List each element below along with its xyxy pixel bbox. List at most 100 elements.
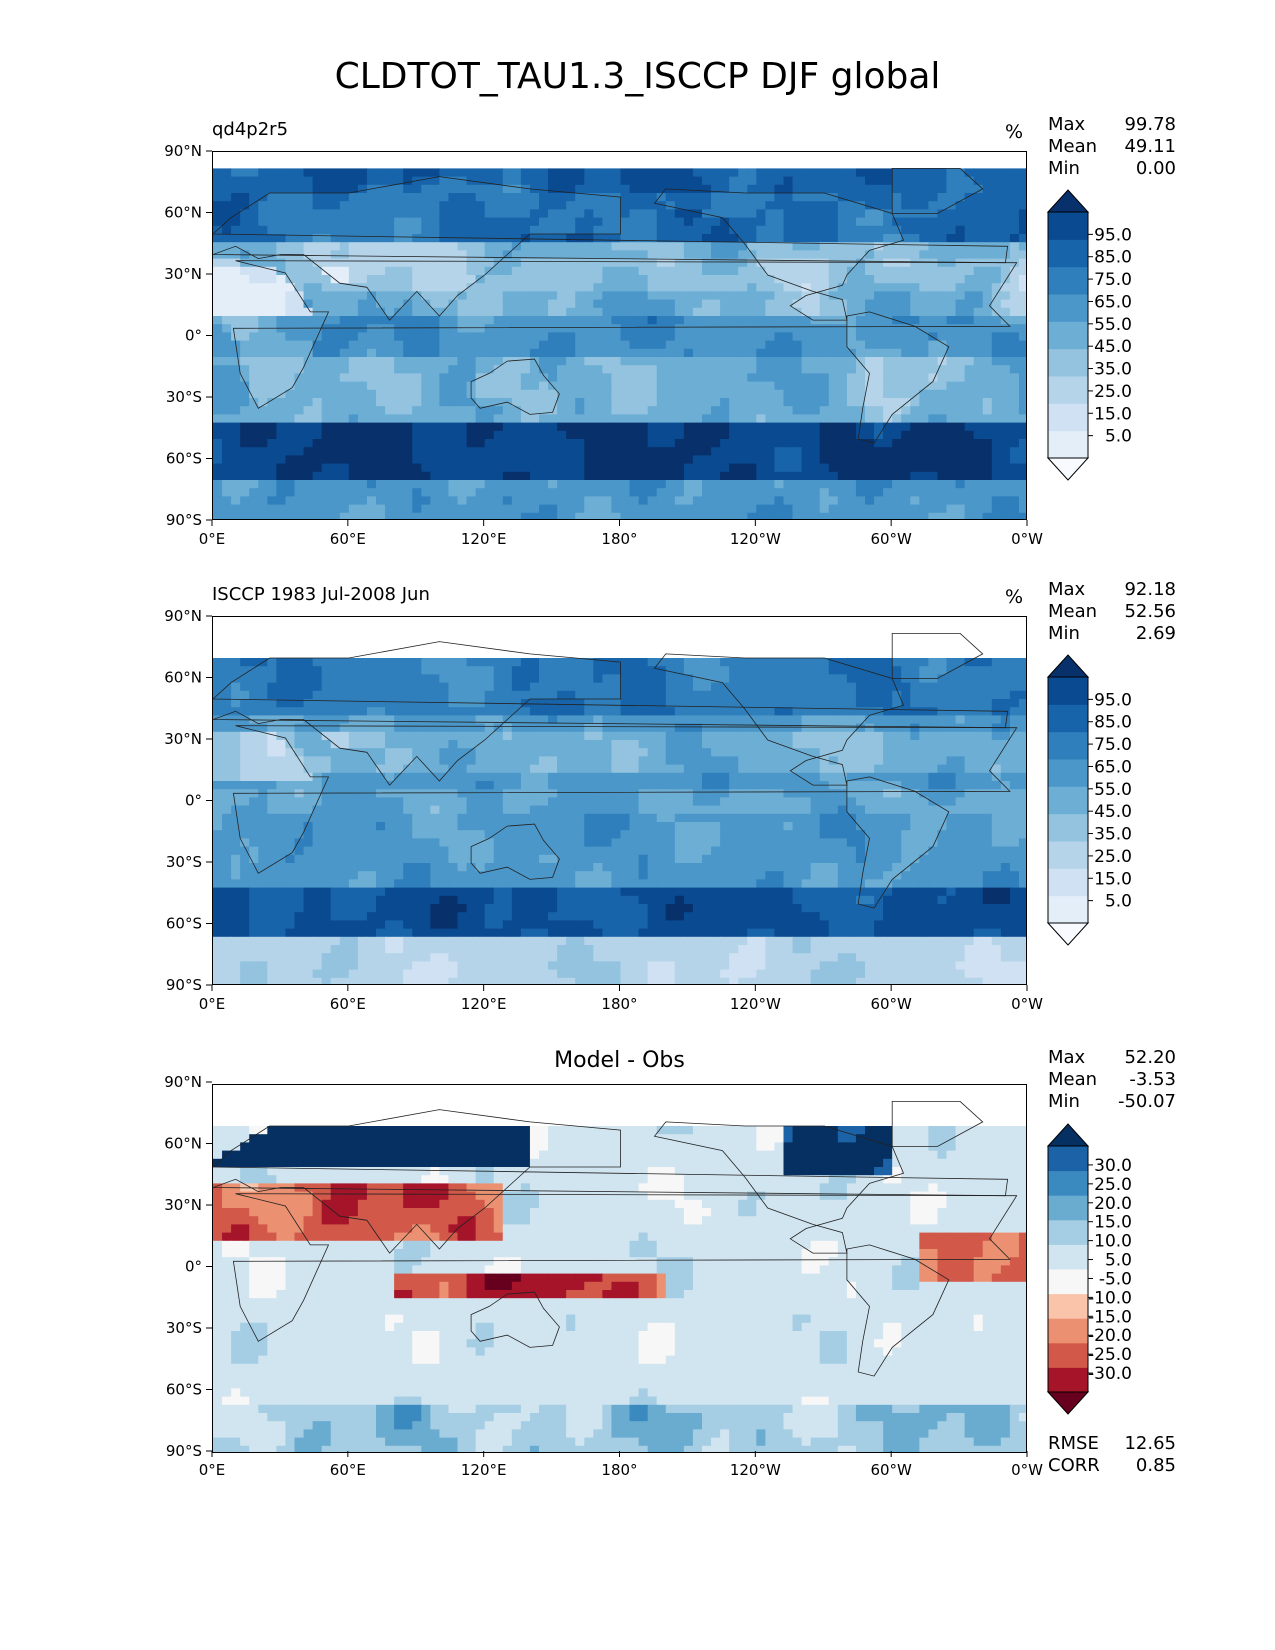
grid-cell [765, 365, 776, 374]
grid-cell [855, 184, 866, 194]
grid-cell [874, 496, 884, 506]
grid-cell [321, 193, 332, 202]
grid-cell [683, 641, 694, 651]
grid-cell [593, 283, 603, 292]
grid-cell [765, 504, 776, 514]
grid-cell [421, 160, 431, 169]
grid-cell [213, 480, 223, 489]
grid-cell [828, 242, 839, 251]
grid-cell [529, 283, 540, 292]
grid-cell [674, 266, 685, 276]
grid-cell [303, 201, 314, 210]
grid-cell [611, 299, 622, 309]
grid-cell [575, 690, 585, 700]
mean-label: Mean [1048, 601, 1098, 622]
grid-cell [946, 184, 957, 194]
grid-cell [593, 357, 603, 366]
grid-cell [566, 332, 576, 342]
grid-cell [611, 209, 622, 219]
grid-cell [285, 496, 296, 506]
grid-cell [403, 291, 413, 301]
grid-cell [520, 275, 531, 284]
grid-cell [1009, 275, 1020, 284]
grid-cell [665, 641, 676, 651]
grid-cell [303, 625, 314, 634]
grid-cell [910, 480, 920, 489]
grid-cell [312, 471, 323, 481]
grid-cell [412, 291, 422, 301]
grid-cell [720, 625, 730, 634]
grid-cell [819, 217, 830, 227]
grid-cell [403, 674, 413, 684]
grid-cell [783, 496, 794, 506]
grid-cell [267, 389, 277, 399]
grid-cell [810, 674, 821, 684]
grid-cell [883, 625, 893, 634]
grid-cell [303, 504, 314, 514]
grid-cell [837, 447, 848, 456]
grid-cell [846, 496, 857, 506]
grid-cell [819, 307, 830, 317]
grid-cell [982, 381, 993, 391]
grid-cell [539, 176, 549, 186]
grid-cell [792, 398, 803, 407]
grid-cell [756, 633, 766, 643]
grid-cell [910, 617, 920, 626]
grid-cell [674, 649, 685, 659]
grid-cell [756, 299, 766, 309]
grid-cell [258, 316, 268, 325]
grid-cell [222, 439, 232, 448]
grid-cell [249, 348, 259, 358]
grid-cell [548, 340, 558, 350]
grid-cell [738, 176, 748, 186]
grid-cell [937, 471, 948, 481]
grid-cell [837, 168, 848, 178]
grid-cell [484, 617, 495, 626]
grid-cell [258, 201, 268, 210]
grid-cell [964, 422, 975, 432]
grid-cell [729, 201, 739, 210]
grid-cell [430, 184, 440, 194]
grid-cell [339, 184, 350, 194]
grid-cell [566, 234, 576, 243]
grid-cell [692, 617, 703, 626]
grid-cell [357, 324, 368, 333]
grid-cell [511, 414, 522, 424]
grid-cell [385, 496, 395, 506]
grid-cell [502, 291, 513, 301]
grid-cell [249, 332, 259, 342]
grid-cell [865, 504, 875, 514]
grid-cell [692, 266, 703, 276]
grid-cell [629, 430, 640, 440]
grid-cell [548, 389, 558, 399]
grid-cell [937, 168, 948, 178]
grid-cell [231, 447, 241, 456]
grid-cell [819, 617, 830, 626]
grid-cell [756, 496, 766, 506]
grid-cell [1009, 658, 1020, 667]
grid-cell [828, 152, 839, 161]
grid-cell [357, 439, 368, 448]
panel-obs: ISCCP 1983 Jul-2008 Jun % Max 92.18 Mean 5… [0, 465, 1275, 1013]
grid-cell [702, 209, 712, 219]
grid-cell [602, 414, 613, 424]
grid-cell [765, 316, 776, 325]
grid-cell [955, 250, 966, 260]
grid-cell [683, 283, 694, 292]
grid-cell [674, 422, 685, 432]
grid-cell [348, 488, 359, 497]
grid-cell [385, 422, 395, 432]
grid-cell [991, 389, 1002, 399]
grid-cell [711, 617, 721, 626]
grid-cell [647, 332, 658, 342]
grid-cell [457, 641, 468, 651]
grid-cell [403, 209, 413, 219]
grid-cell [982, 307, 993, 317]
grid-cell [865, 291, 875, 301]
grid-cell [249, 299, 259, 309]
grid-cell [312, 649, 323, 659]
grid-cell [566, 666, 576, 675]
grid-cell [421, 381, 431, 391]
grid-cell [330, 316, 341, 325]
grid-cell [539, 674, 549, 684]
